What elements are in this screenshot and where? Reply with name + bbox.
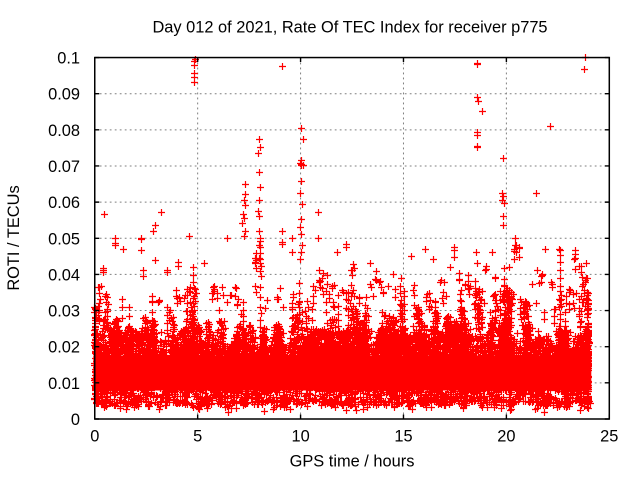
svg-text:0.05: 0.05: [48, 230, 80, 248]
svg-text:GPS time / hours: GPS time / hours: [290, 452, 415, 470]
svg-text:20: 20: [497, 428, 515, 446]
svg-text:ROTI / TECUs: ROTI / TECUs: [5, 185, 23, 290]
svg-text:0.07: 0.07: [48, 158, 80, 176]
svg-text:0: 0: [71, 411, 80, 429]
svg-text:0: 0: [90, 428, 99, 446]
svg-text:0.08: 0.08: [48, 122, 80, 140]
svg-text:10: 10: [291, 428, 309, 446]
svg-text:0.09: 0.09: [48, 86, 80, 104]
svg-text:5: 5: [193, 428, 202, 446]
svg-text:Day 012 of 2021, Rate Of TEC I: Day 012 of 2021, Rate Of TEC Index for r…: [152, 18, 547, 36]
svg-text:25: 25: [600, 428, 618, 446]
svg-text:0.04: 0.04: [48, 266, 80, 284]
svg-text:0.02: 0.02: [48, 339, 80, 357]
svg-text:0.06: 0.06: [48, 194, 80, 212]
svg-text:0.01: 0.01: [48, 375, 80, 393]
svg-text:0.1: 0.1: [57, 50, 80, 68]
svg-text:15: 15: [394, 428, 412, 446]
svg-text:0.03: 0.03: [48, 303, 80, 321]
